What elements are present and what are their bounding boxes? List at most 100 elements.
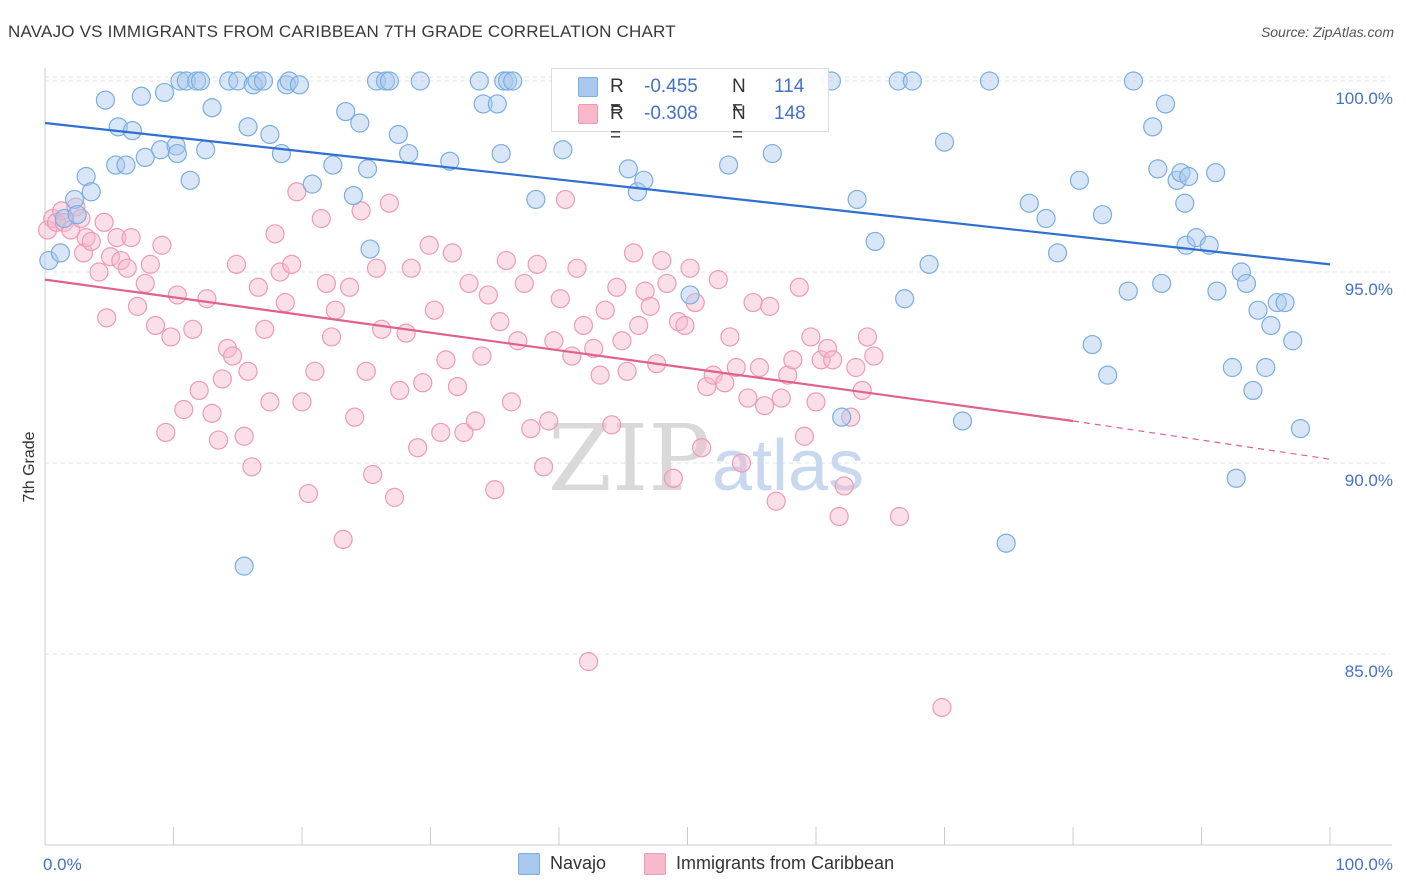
caribbean-point xyxy=(743,292,763,313)
navajo-point xyxy=(1047,243,1068,263)
navajo-point xyxy=(131,86,151,106)
caribbean-point xyxy=(584,338,604,358)
caribbean-point xyxy=(145,315,166,336)
navajo-point xyxy=(350,113,370,133)
navajo-swatch xyxy=(578,77,598,97)
caribbean-point xyxy=(590,365,610,385)
caribbean-point xyxy=(652,250,672,271)
navajo-point xyxy=(1123,71,1143,91)
caribbean-point xyxy=(71,208,91,229)
caribbean-point xyxy=(270,262,290,282)
navajo-point xyxy=(553,140,573,160)
navajo-point xyxy=(1226,468,1246,488)
navajo-point xyxy=(170,71,190,91)
caribbean-point xyxy=(436,350,456,370)
caribbean-point xyxy=(508,331,528,351)
caribbean-point xyxy=(811,350,831,370)
caribbean-point xyxy=(675,315,695,336)
navajo-point xyxy=(357,159,378,179)
caribbean-point xyxy=(501,392,522,412)
caribbean-point xyxy=(442,243,462,263)
caribbean-point xyxy=(321,327,342,347)
caribbean-point xyxy=(465,411,486,431)
caribbean-point xyxy=(738,388,758,408)
caribbean-point xyxy=(413,373,433,393)
y-tick-label: 95.0% xyxy=(1345,280,1393,299)
navajo-point xyxy=(234,556,254,576)
navajo-point xyxy=(196,140,216,160)
caribbean-point xyxy=(612,331,632,351)
caribbean-point xyxy=(490,312,510,332)
caribbean-point xyxy=(521,419,541,439)
caribbean-point xyxy=(351,201,371,221)
caribbean-point xyxy=(789,277,809,297)
caribbean-point xyxy=(73,243,94,263)
caribbean-point xyxy=(66,197,86,217)
navajo-point xyxy=(336,101,356,122)
caribbean-point xyxy=(408,438,428,458)
caribbean-point xyxy=(778,365,798,385)
caribbean-point xyxy=(197,289,217,309)
navajo-point xyxy=(469,71,489,91)
y-axis-label: 7th Grade xyxy=(21,431,38,502)
caribbean-point xyxy=(607,277,627,297)
caribbean-point xyxy=(255,319,275,339)
navajo-point xyxy=(176,71,196,91)
navajo-point xyxy=(1143,117,1163,137)
n-label: N = xyxy=(732,103,746,146)
caribbean-point xyxy=(333,529,353,550)
r-value: -0.308 xyxy=(644,103,698,124)
caribbean-point xyxy=(602,415,622,435)
caribbean-point xyxy=(305,361,325,381)
caribbean-point xyxy=(640,296,660,316)
caribbean-point xyxy=(766,491,786,511)
caribbean-point xyxy=(242,457,262,477)
navajo-point xyxy=(360,239,380,259)
caribbean-point xyxy=(298,483,319,504)
caribbean-point xyxy=(478,285,498,305)
navajo-point xyxy=(1206,163,1226,183)
navajo-point xyxy=(379,71,399,91)
caribbean-point xyxy=(595,300,615,320)
caribbean-point xyxy=(692,438,712,458)
caribbean-point xyxy=(533,457,554,477)
navajo-point xyxy=(122,121,142,141)
caribbean-point xyxy=(823,350,843,370)
caribbean-point xyxy=(447,377,468,397)
navajo-point xyxy=(190,71,211,91)
navajo-point xyxy=(1267,292,1287,313)
caribbean-point xyxy=(715,373,735,393)
navajo-point xyxy=(1069,170,1090,190)
caribbean-point xyxy=(161,327,181,347)
caribbean-trend-line xyxy=(44,278,1074,423)
navajo-point xyxy=(847,189,867,210)
navajo-point xyxy=(343,186,363,206)
navajo-point xyxy=(243,75,263,95)
navajo-point xyxy=(1236,273,1257,294)
navajo-point xyxy=(1036,208,1056,229)
caribbean-swatch xyxy=(578,104,598,124)
caribbean-point xyxy=(424,300,444,320)
caribbean-point xyxy=(419,235,439,255)
n-label: N = xyxy=(732,76,746,119)
caribbean-point xyxy=(731,453,752,473)
navajo-point xyxy=(399,143,419,164)
navajo-point xyxy=(202,98,222,118)
x-tick-label: 100.0% xyxy=(1335,855,1393,874)
navajo-point xyxy=(473,94,493,114)
caribbean-point xyxy=(366,258,387,278)
caribbean-point xyxy=(527,254,547,274)
caribbean-point xyxy=(152,235,172,255)
navajo-point xyxy=(106,155,126,175)
navajo-point xyxy=(410,71,430,91)
caribbean-point xyxy=(817,338,838,358)
caribbean-point xyxy=(760,296,780,316)
navajo-point xyxy=(979,71,1000,91)
navajo-point xyxy=(1118,281,1138,301)
navajo-swatch xyxy=(518,853,540,875)
navajo-point xyxy=(487,94,507,114)
series-navajo-points xyxy=(39,71,1311,576)
caribbean-point xyxy=(223,346,243,366)
navajo-point xyxy=(39,250,59,271)
caribbean-point xyxy=(356,361,376,381)
